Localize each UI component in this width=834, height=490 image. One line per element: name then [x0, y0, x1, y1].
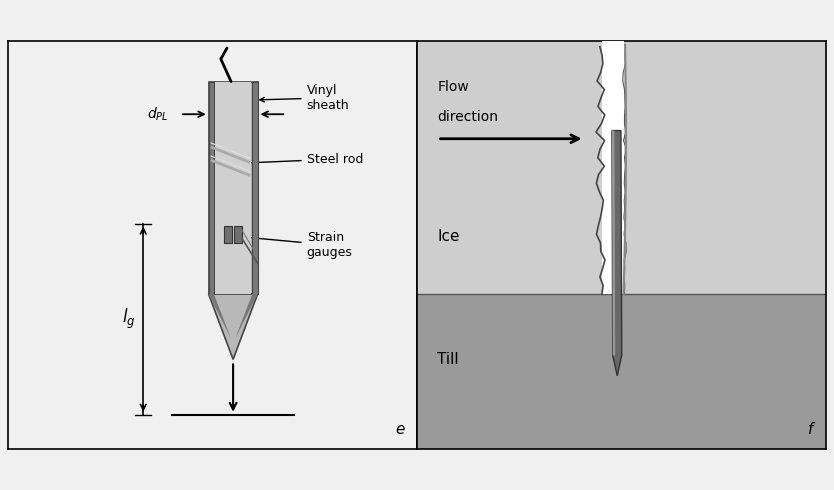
Polygon shape — [234, 226, 243, 243]
Polygon shape — [208, 81, 214, 294]
Polygon shape — [612, 130, 615, 355]
Text: f: f — [808, 422, 813, 437]
Text: e: e — [395, 422, 404, 437]
Polygon shape — [208, 81, 258, 294]
Polygon shape — [253, 81, 258, 294]
Text: direction: direction — [437, 110, 499, 124]
Polygon shape — [208, 294, 231, 339]
Text: Strain
gauges: Strain gauges — [245, 231, 353, 259]
Polygon shape — [417, 294, 826, 449]
Text: Steel rod: Steel rod — [243, 153, 363, 166]
Polygon shape — [602, 41, 625, 294]
Polygon shape — [235, 294, 258, 339]
Text: Ice: Ice — [437, 229, 460, 245]
Polygon shape — [215, 81, 251, 294]
Text: $d_{PL}$: $d_{PL}$ — [148, 105, 168, 123]
Text: $l_g$: $l_g$ — [122, 307, 136, 331]
Text: Vinyl
sheath: Vinyl sheath — [260, 84, 349, 112]
Polygon shape — [208, 294, 258, 360]
Text: Till: Till — [437, 352, 459, 367]
Polygon shape — [224, 226, 232, 243]
Polygon shape — [612, 130, 621, 376]
Text: Flow: Flow — [437, 80, 470, 94]
